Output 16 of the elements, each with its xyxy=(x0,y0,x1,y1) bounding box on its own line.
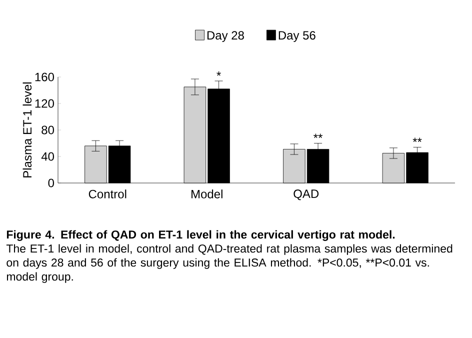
y-tick-label: 160 xyxy=(35,72,54,82)
data-label: ** xyxy=(314,134,323,138)
text: The ET-1 level in model, control and QAD-treated rat plasma samples was determined on days 28 and 56 of the surgery using the ELISA method. *P<0.05, **P<0.01 vs. model group. xyxy=(6,244,452,283)
y-tick-label: 40 xyxy=(41,152,54,161)
y-tick-label: 120 xyxy=(35,99,54,108)
x-tick-label: Model xyxy=(192,190,222,198)
x-tick-label: QAD xyxy=(294,190,319,200)
y-tick-label: 0 xyxy=(48,178,54,188)
legend-label: Day 56 xyxy=(278,31,316,42)
data-label: * xyxy=(216,72,221,76)
y-axis-title: Plasma ET-1 level xyxy=(22,82,32,178)
data-label: ** xyxy=(412,138,422,142)
x-tick-label: Control xyxy=(88,190,126,198)
y-tick-label: 80 xyxy=(42,126,54,134)
legend-label: Day 28 xyxy=(207,31,244,42)
caption: Figure 4. Effect of QAD on ET-1 level in the cervical vertigo rat model. xyxy=(6,230,395,241)
